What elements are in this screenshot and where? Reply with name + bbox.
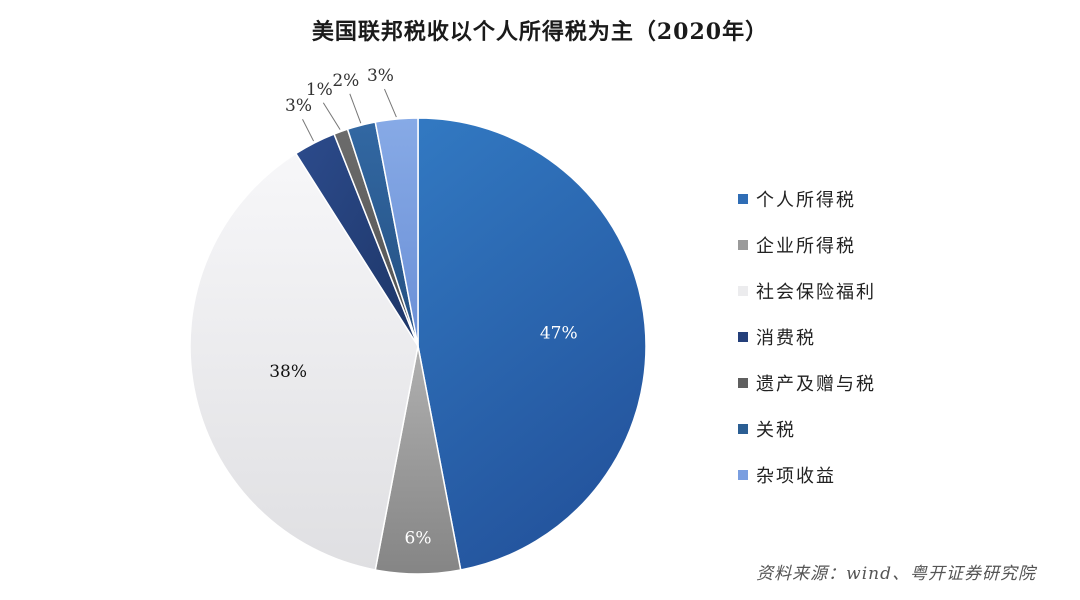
slice-label: 47% — [540, 324, 578, 344]
legend-label: 社会保险福利 — [756, 282, 876, 303]
pie-slice — [417, 117, 647, 571]
source-note: 资料来源：wind、粤开证券研究院 — [756, 564, 1036, 584]
slice-label: 2% — [332, 71, 359, 91]
slice-label: 6% — [405, 529, 432, 549]
legend-swatch — [738, 378, 748, 388]
slice-label: 38% — [269, 362, 307, 382]
legend-label: 企业所得税 — [756, 236, 856, 257]
legend-label: 杂项收益 — [756, 466, 836, 487]
legend-item: 关税 — [738, 406, 876, 452]
slice-label: 3% — [367, 66, 394, 86]
legend-label: 消费税 — [756, 328, 816, 349]
pie-slice — [374, 117, 419, 347]
leader-line — [322, 102, 341, 130]
chart-title: 美国联邦税收以个人所得税为主（2020年） — [311, 19, 769, 45]
legend-swatch — [738, 424, 748, 434]
legend-swatch — [738, 240, 748, 250]
legend-label: 个人所得税 — [756, 190, 856, 211]
legend-swatch — [738, 194, 748, 204]
legend-label: 遗产及赠与税 — [756, 374, 876, 395]
legend-item: 个人所得税 — [738, 176, 876, 222]
slice-label: 1% — [306, 80, 333, 100]
legend-item: 社会保险福利 — [738, 268, 876, 314]
legend-item: 杂项收益 — [738, 452, 876, 498]
legend-item: 企业所得税 — [738, 222, 876, 268]
legend-item: 消费税 — [738, 314, 876, 360]
legend-swatch — [738, 470, 748, 480]
legend: 个人所得税企业所得税社会保险福利 消费税遗产及赠与税 关税杂项收益 — [738, 176, 876, 498]
leader-line — [349, 93, 362, 124]
slice-label: 3% — [285, 96, 312, 116]
legend-swatch — [738, 286, 748, 296]
legend-swatch — [738, 332, 748, 342]
legend-item: 遗产及赠与税 — [738, 360, 876, 406]
leader-line — [384, 88, 397, 118]
leader-line — [302, 119, 315, 142]
legend-label: 关税 — [756, 420, 796, 441]
